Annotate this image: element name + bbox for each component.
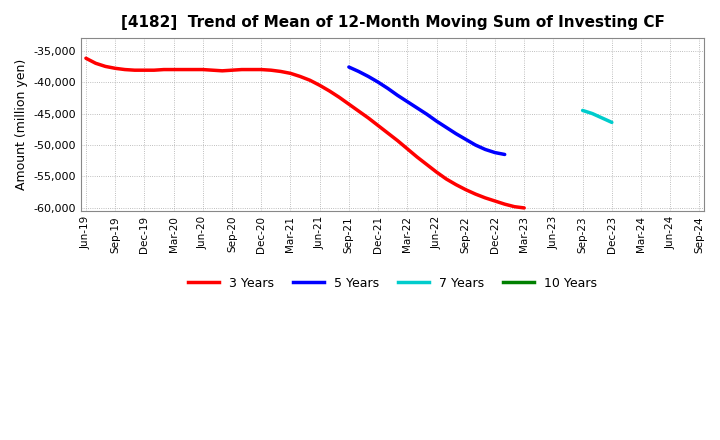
Legend: 3 Years, 5 Years, 7 Years, 10 Years: 3 Years, 5 Years, 7 Years, 10 Years — [183, 272, 603, 295]
Y-axis label: Amount (million yen): Amount (million yen) — [15, 59, 28, 190]
Title: [4182]  Trend of Mean of 12-Month Moving Sum of Investing CF: [4182] Trend of Mean of 12-Month Moving … — [121, 15, 665, 30]
